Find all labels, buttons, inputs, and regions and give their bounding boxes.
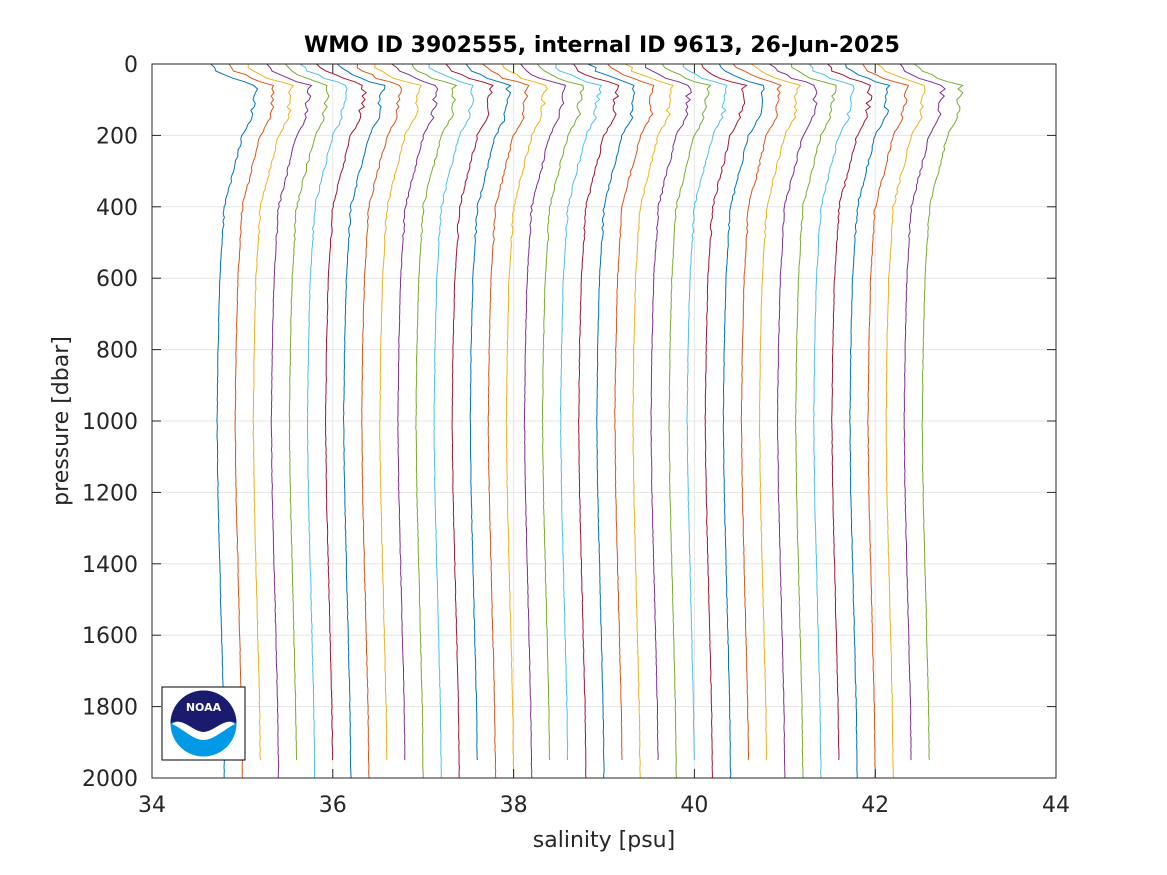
x-tick-label: 36 [319, 793, 347, 818]
profile-line [877, 63, 926, 779]
profile-line [537, 63, 585, 761]
y-tick-label: 1600 [82, 624, 138, 649]
profile-line [336, 63, 386, 779]
y-tick-labels: 0 200 400 600 800 1000 1200 1400 1600 1800 2000 [82, 53, 138, 792]
y-tick-label: 1200 [82, 481, 138, 506]
y-tick-label: 1400 [82, 553, 138, 578]
y-tick-label: 400 [96, 196, 138, 221]
profile-line [520, 63, 567, 779]
profile-line [356, 63, 403, 779]
profile-line [661, 63, 712, 779]
profile-line [607, 63, 655, 761]
profile-line [501, 63, 548, 779]
y-tick-label: 0 [124, 53, 138, 78]
profile-line [769, 63, 818, 779]
x-axis-label: salinity [psu] [533, 828, 675, 853]
x-tick-labels: 34 36 38 40 42 44 [138, 793, 1070, 818]
profile-line [645, 64, 692, 761]
profile-series [210, 63, 964, 779]
y-tick-label: 2000 [82, 767, 138, 792]
y-tick-label: 1800 [82, 696, 138, 721]
y-tick-label: 1000 [82, 410, 138, 435]
profile-line [316, 63, 367, 761]
logo-text: NOAA [186, 701, 222, 714]
profile-line [445, 63, 494, 778]
profile-line [465, 63, 512, 761]
x-tick-label: 40 [680, 793, 708, 818]
profile-line [624, 63, 674, 778]
noaa-logo: NOAA [161, 686, 246, 761]
profile-line [247, 63, 295, 761]
profile-line [428, 63, 475, 779]
profile-line [862, 63, 910, 779]
tick-marks [151, 63, 1057, 779]
profile-line [555, 63, 603, 761]
profile-line [411, 63, 458, 778]
y-axis-label: pressure [dbar] [49, 336, 74, 506]
x-tick-label: 38 [500, 793, 528, 818]
profile-line [790, 63, 837, 779]
logo-circle-top [170, 690, 237, 732]
profile-line [210, 63, 259, 779]
x-tick-label: 44 [1042, 793, 1070, 818]
x-tick-label: 34 [138, 793, 166, 818]
profile-line [751, 63, 802, 761]
profile-line [228, 63, 275, 779]
profile-line [845, 63, 891, 778]
profile-line [701, 63, 748, 778]
y-tick-label: 600 [96, 267, 138, 292]
y-tick-label: 200 [96, 124, 138, 149]
y-tick-label: 800 [96, 339, 138, 364]
x-tick-label: 42 [861, 793, 889, 818]
profile-line [374, 63, 423, 761]
profile-line [913, 63, 964, 761]
profile-line [808, 63, 855, 779]
profile-line [285, 63, 330, 761]
profile-line [266, 63, 313, 778]
profile-line [827, 63, 873, 761]
profile-line [682, 63, 728, 761]
profile-line [899, 63, 946, 761]
profile-line [299, 63, 348, 779]
logo-gull [172, 721, 235, 740]
profile-line [573, 63, 620, 779]
profile-line [587, 63, 636, 778]
profile-line [732, 63, 782, 761]
profile-line [391, 63, 439, 761]
profile-line [718, 63, 765, 779]
profile-line [482, 63, 530, 779]
chart-title: WMO ID 3902555, internal ID 9613, 26-Jun… [304, 33, 900, 58]
plot-area [151, 63, 1057, 779]
